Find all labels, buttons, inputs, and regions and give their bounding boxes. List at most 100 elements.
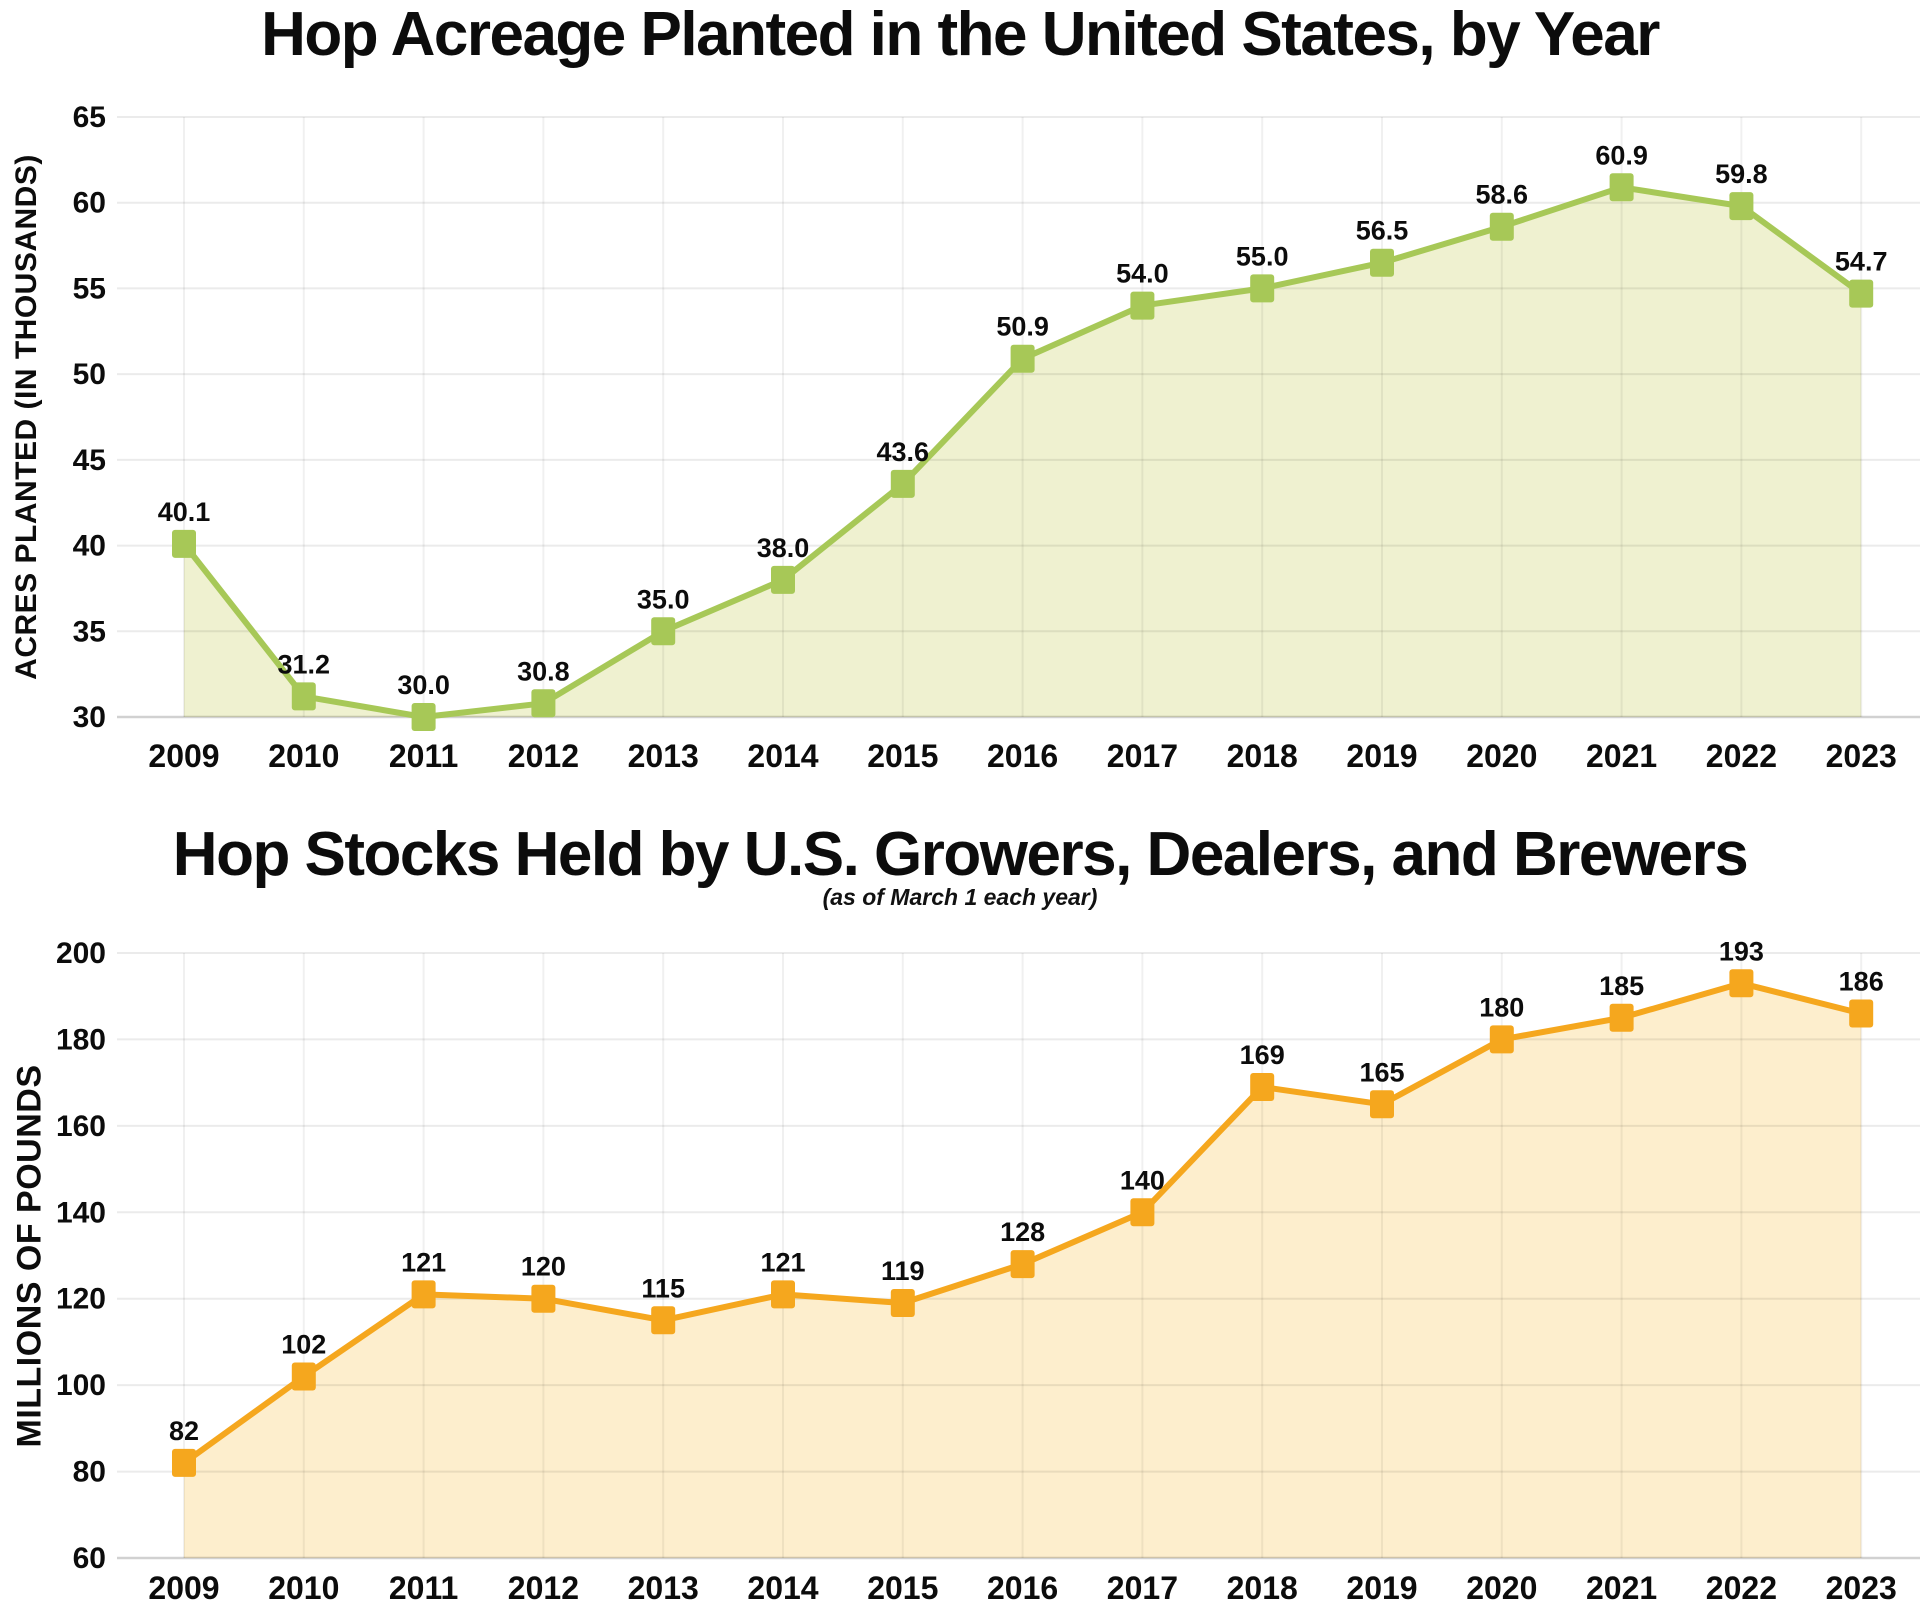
data-point-marker xyxy=(1370,248,1394,277)
y-tick-label: 60 xyxy=(73,187,106,220)
data-point-marker xyxy=(1489,1025,1514,1054)
y-tick-label: 55 xyxy=(73,272,106,305)
data-point-marker xyxy=(172,529,196,558)
data-point-label: 56.5 xyxy=(1356,216,1409,246)
x-tick-label: 2009 xyxy=(148,1570,219,1606)
x-tick-label: 2017 xyxy=(1107,738,1178,774)
x-tick-label: 2023 xyxy=(1826,1570,1897,1606)
data-point-marker xyxy=(531,689,556,718)
data-point-marker xyxy=(1849,279,1874,308)
data-point-label: 60.9 xyxy=(1595,140,1648,170)
data-point-label: 40.1 xyxy=(158,497,211,527)
data-point-marker xyxy=(1609,173,1634,202)
data-point-label: 165 xyxy=(1359,1057,1404,1087)
data-point-marker xyxy=(291,1362,316,1391)
stocks-chart-subtitle: (as of March 1 each year) xyxy=(822,884,1098,910)
y-tick-label: 60 xyxy=(73,1542,106,1575)
y-tick-label: 120 xyxy=(56,1283,106,1316)
x-tick-label: 2022 xyxy=(1706,1570,1777,1606)
data-point-label: 121 xyxy=(401,1247,446,1277)
x-tick-label: 2019 xyxy=(1346,738,1417,774)
data-point-marker xyxy=(1130,1198,1155,1227)
x-tick-label: 2019 xyxy=(1346,1570,1417,1606)
data-point-label: 119 xyxy=(881,1256,925,1286)
x-tick-label: 2013 xyxy=(628,1570,699,1606)
y-tick-label: 65 xyxy=(73,101,106,134)
x-tick-label: 2018 xyxy=(1227,738,1298,774)
data-point-marker xyxy=(651,617,676,646)
y-tick-label: 30 xyxy=(73,701,106,734)
data-point-marker xyxy=(411,703,436,731)
data-point-label: 54.0 xyxy=(1116,259,1169,289)
y-tick-label: 40 xyxy=(73,530,106,563)
acreage-chart-title: Hop Acreage Planted in the United States… xyxy=(261,0,1660,69)
data-point-marker xyxy=(1010,1250,1035,1279)
x-tick-label: 2014 xyxy=(747,1570,818,1606)
x-tick-label: 2015 xyxy=(867,738,938,774)
data-point-marker xyxy=(771,1280,795,1309)
data-point-marker xyxy=(890,1289,915,1317)
data-point-marker xyxy=(1849,999,1874,1028)
data-point-label: 82 xyxy=(169,1416,199,1446)
x-tick-label: 2009 xyxy=(148,738,219,774)
x-tick-label: 2017 xyxy=(1107,1570,1178,1606)
y-tick-label: 50 xyxy=(73,358,106,391)
area-fill xyxy=(184,187,1862,718)
data-point-label: 43.6 xyxy=(877,437,930,467)
x-tick-label: 2018 xyxy=(1227,1570,1298,1606)
x-tick-label: 2020 xyxy=(1466,738,1537,774)
data-point-marker xyxy=(1489,212,1514,241)
data-point-marker xyxy=(890,469,915,498)
data-point-marker xyxy=(651,1306,676,1335)
y-tick-label: 200 xyxy=(56,937,106,970)
x-tick-label: 2022 xyxy=(1706,738,1777,774)
x-tick-label: 2013 xyxy=(628,738,699,774)
y-tick-label: 80 xyxy=(73,1456,106,1489)
data-point-label: 35.0 xyxy=(637,584,690,614)
data-point-label: 30.0 xyxy=(397,670,450,700)
stocks-chart-title: Hop Stocks Held by U.S. Growers, Dealers… xyxy=(172,820,1749,889)
data-point-label: 121 xyxy=(760,1247,805,1277)
data-point-marker xyxy=(1250,274,1275,303)
data-point-marker xyxy=(291,682,316,711)
x-tick-label: 2011 xyxy=(389,738,458,774)
data-point-label: 58.6 xyxy=(1476,180,1529,210)
x-tick-label: 2020 xyxy=(1466,1570,1537,1606)
x-tick-label: 2021 xyxy=(1586,1570,1657,1606)
data-point-marker xyxy=(1130,291,1155,320)
x-tick-label: 2012 xyxy=(508,1570,579,1606)
y-tick-label: 160 xyxy=(56,1110,106,1143)
x-tick-label: 2010 xyxy=(268,738,339,774)
data-point-marker xyxy=(1370,1090,1394,1119)
y-tick-label: 45 xyxy=(73,444,106,477)
data-point-marker xyxy=(1729,969,1754,998)
data-point-marker xyxy=(1729,192,1754,221)
data-point-label: 169 xyxy=(1240,1040,1285,1070)
x-tick-label: 2015 xyxy=(867,1570,938,1606)
data-point-marker xyxy=(411,1280,436,1309)
data-point-label: 55.0 xyxy=(1236,241,1289,271)
data-point-label: 30.8 xyxy=(517,656,570,686)
y-tick-label: 100 xyxy=(56,1369,106,1402)
x-tick-label: 2010 xyxy=(268,1570,339,1606)
y-tick-label: 35 xyxy=(73,615,106,648)
data-point-marker xyxy=(172,1448,196,1477)
y-tick-label: 180 xyxy=(56,1023,106,1056)
data-point-label: 59.8 xyxy=(1715,159,1768,189)
data-point-label: 38.0 xyxy=(757,533,810,563)
x-tick-label: 2021 xyxy=(1586,738,1657,774)
x-tick-label: 2012 xyxy=(508,738,579,774)
x-tick-label: 2016 xyxy=(987,1570,1058,1606)
data-point-label: 186 xyxy=(1839,967,1884,997)
data-point-marker xyxy=(1250,1073,1275,1101)
data-point-label: 185 xyxy=(1599,971,1644,1001)
data-point-marker xyxy=(531,1284,556,1313)
y-tick-label: 140 xyxy=(56,1196,106,1229)
data-point-label: 54.7 xyxy=(1835,247,1888,277)
data-point-label: 102 xyxy=(281,1330,326,1360)
data-point-label: 50.9 xyxy=(996,312,1049,342)
data-point-label: 180 xyxy=(1479,992,1524,1022)
data-point-marker xyxy=(1609,1003,1634,1032)
